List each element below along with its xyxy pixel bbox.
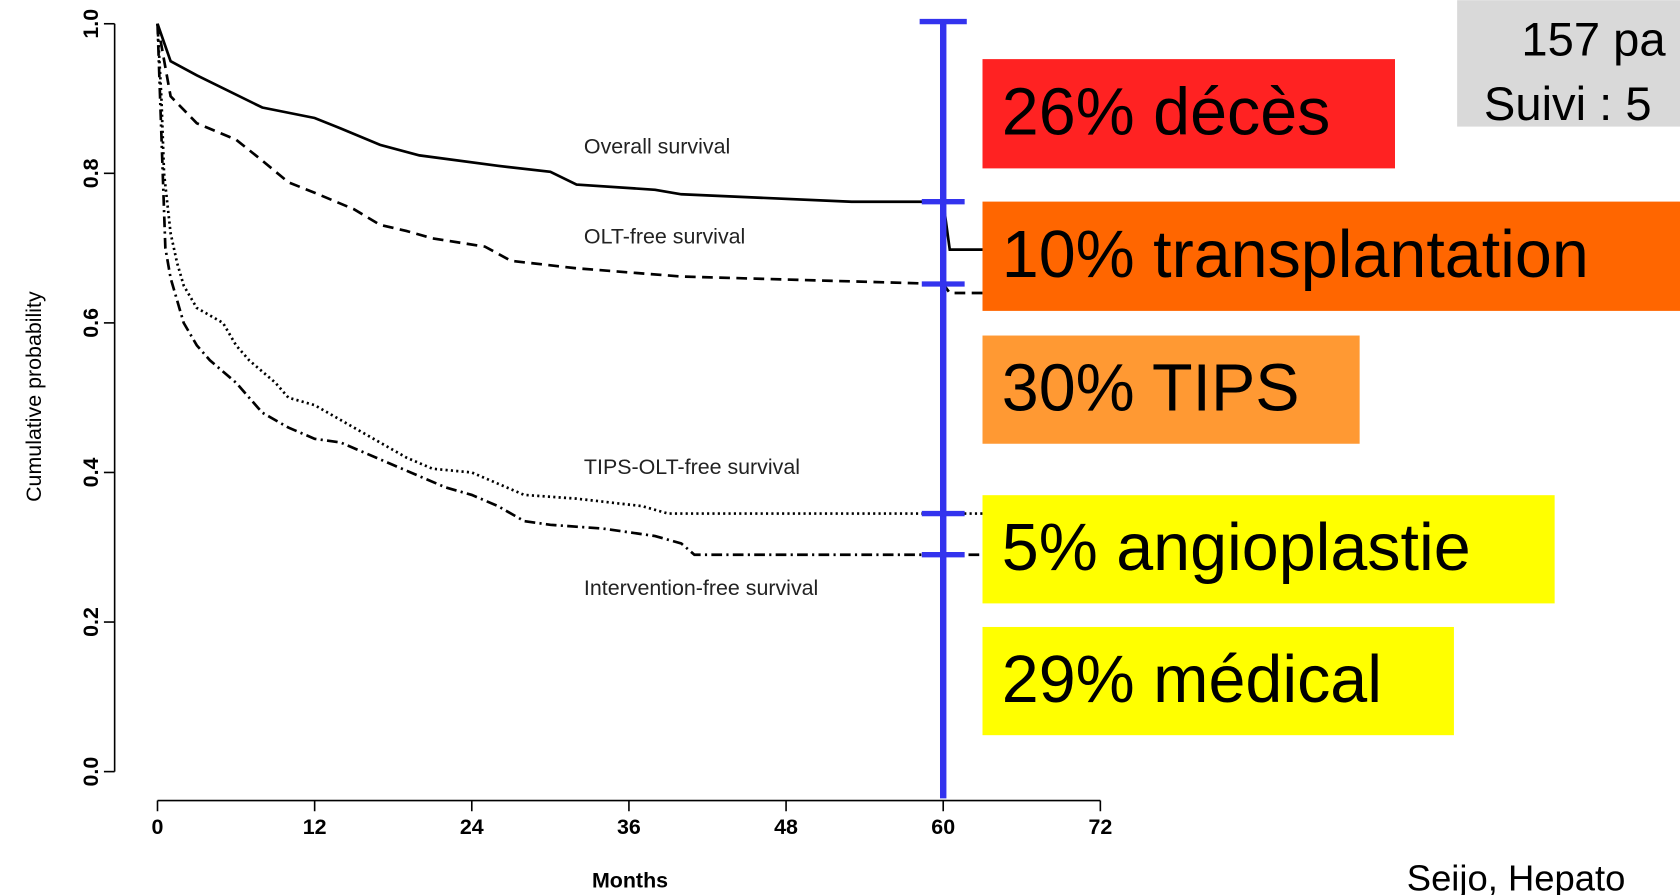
y-tick-label: 1.0	[79, 9, 103, 39]
x-tick-label: 72	[1088, 815, 1112, 839]
info-box	[1457, 0, 1680, 127]
annotation-box	[982, 495, 1555, 604]
x-tick-label: 0	[152, 815, 164, 839]
info-text: 157 pa	[1521, 12, 1666, 65]
series-label: OLT-free survival	[584, 225, 745, 249]
annotation-box	[982, 626, 1454, 736]
survival-curve	[156, 23, 983, 251]
y-tick-label: 0.0	[79, 757, 103, 787]
survival-curve	[156, 23, 983, 295]
annotation-text: 10% transplantation	[1002, 218, 1589, 292]
x-tick-label: 48	[774, 815, 798, 839]
y-tick-label: 0.4	[79, 457, 103, 487]
x-tick-label: 24	[460, 815, 484, 839]
annotation-text: 29% médical	[1002, 643, 1382, 717]
x-tick-label: 12	[303, 815, 327, 839]
y-axis-label: Cumulative probability	[22, 291, 46, 502]
y-tick-label: 0.6	[79, 308, 103, 338]
x-tick-label: 60	[931, 815, 955, 839]
series-label: TIPS-OLT-free survival	[584, 455, 800, 479]
survival-curve	[156, 23, 983, 557]
annotation-box	[982, 59, 1395, 169]
annotation-box	[982, 201, 1680, 311]
series-label: Intervention-free survival	[584, 576, 818, 600]
annotation-text: 26% décès	[1002, 76, 1331, 150]
annotation-text: 30% TIPS	[1002, 351, 1300, 425]
x-tick-label: 36	[617, 815, 641, 839]
source: Seijo, Hepato	[1407, 858, 1626, 895]
info-text: Suivi : 5	[1484, 77, 1652, 130]
annotation-box	[982, 335, 1360, 444]
annotation-text: 5% angioplastie	[1002, 511, 1471, 585]
y-tick-label: 0.2	[79, 607, 103, 637]
x-axis-label: Months	[592, 869, 668, 893]
y-tick-label: 0.8	[79, 158, 103, 188]
series-label: Overall survival	[584, 135, 730, 159]
